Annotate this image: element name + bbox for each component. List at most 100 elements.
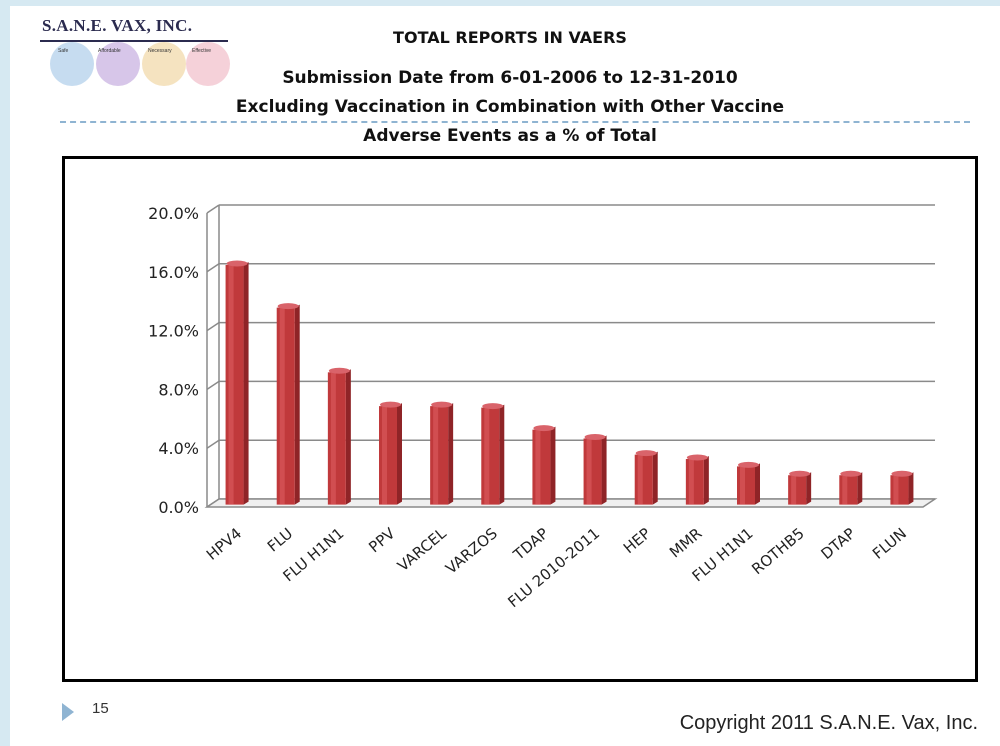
bar-top — [226, 260, 248, 267]
y-tick-label: 16.0% — [148, 263, 199, 282]
bar — [532, 425, 556, 505]
bar-front — [379, 406, 397, 505]
bar-front — [839, 475, 858, 505]
bar-highlight — [688, 459, 694, 505]
bar-highlight — [535, 429, 541, 505]
bar-top — [738, 461, 759, 468]
bar-top — [584, 433, 606, 440]
gridline-depth — [206, 380, 220, 391]
y-tick-label: 8.0% — [158, 380, 199, 399]
bar-highlight — [484, 407, 490, 505]
chart-title: TOTAL REPORTS IN VAERS — [393, 28, 627, 47]
bar-side — [857, 472, 863, 505]
bar-top — [891, 470, 913, 477]
bar-side — [755, 463, 760, 505]
bar — [225, 260, 249, 505]
x-tick-label: HEP — [620, 524, 654, 557]
y-tick-label: 4.0% — [158, 439, 199, 458]
bar — [685, 454, 709, 505]
x-tick-label: HPV4 — [203, 524, 245, 564]
bar-side — [397, 403, 402, 505]
logo: S.A.N.E. VAX, INC. Safe Affordable Neces… — [36, 16, 236, 86]
bar — [430, 401, 454, 505]
bar-front — [685, 459, 704, 505]
bar-front — [583, 438, 602, 505]
bar-side — [345, 369, 351, 505]
bar-side — [601, 435, 607, 505]
x-tick-label: MMR — [666, 524, 705, 561]
logo-word-affordable: Affordable — [98, 48, 121, 54]
bar-side — [294, 304, 300, 505]
bar-top — [277, 303, 299, 310]
bar-highlight — [382, 406, 387, 505]
dashed-divider — [60, 121, 970, 123]
bar-front — [788, 475, 807, 505]
chart-floor — [204, 498, 938, 508]
y-tick-label: 12.0% — [148, 322, 199, 341]
bar-top — [482, 403, 504, 410]
bar — [583, 433, 607, 505]
x-tick-label: VARZOS — [442, 524, 501, 577]
bar — [890, 470, 914, 505]
x-tick-label: TDAP — [509, 524, 552, 564]
bar-top — [635, 450, 657, 457]
gridline-depth — [206, 204, 220, 214]
bar — [839, 470, 863, 505]
bar-front — [481, 407, 500, 505]
bar-front — [430, 406, 449, 505]
bar — [327, 367, 351, 505]
bar-highlight — [228, 264, 234, 505]
bar-highlight — [893, 475, 899, 505]
bar-top — [380, 401, 401, 408]
bar — [788, 470, 812, 505]
logo-word-safe: Safe — [58, 48, 69, 54]
chart-frame: 0.0% 4.0% 8.0% 12.0% 16.0% 20.0% HPV4 FLU FLU H1… — [62, 156, 978, 682]
bar-top — [431, 401, 453, 408]
bar-front — [532, 429, 551, 505]
bar-front — [737, 466, 755, 505]
bar-highlight — [433, 406, 439, 505]
play-arrow-icon — [62, 703, 74, 721]
bar-highlight — [791, 475, 797, 505]
bar-top — [840, 470, 862, 477]
logo-circles-icon — [50, 42, 230, 86]
gridline-depth — [206, 263, 220, 273]
bar-side — [448, 403, 454, 505]
bar-highlight — [637, 454, 643, 505]
page-number: 15 — [92, 700, 109, 717]
bar-highlight — [842, 475, 848, 505]
gridline-depth — [206, 321, 220, 332]
bar-side — [243, 261, 249, 505]
bar-front — [225, 264, 244, 505]
x-tick-label: FLUN — [869, 524, 910, 562]
bar-side — [806, 472, 812, 505]
copyright-text: Copyright 2011 S.A.N.E. Vax, Inc. — [679, 712, 978, 734]
gridline-depth — [206, 439, 220, 449]
x-tick-label: FLU — [264, 524, 296, 555]
logo-rule — [40, 40, 228, 42]
bar-top — [533, 425, 555, 432]
bar-side — [908, 472, 914, 505]
bar-side — [703, 456, 709, 505]
x-tick-label: DTAP — [818, 524, 859, 563]
x-tick-label: PPV — [365, 524, 399, 556]
bar-front — [634, 454, 653, 505]
bar — [737, 461, 760, 505]
bar-front — [276, 307, 295, 505]
bar-top — [686, 454, 708, 461]
bar-top — [328, 367, 350, 374]
slide: S.A.N.E. VAX, INC. Safe Affordable Neces… — [10, 6, 1000, 746]
bar — [481, 403, 505, 505]
chart-subtitle-exclusion: Excluding Vaccination in Combination wit… — [235, 97, 785, 117]
x-tick-label: FLU 2010-2011 — [504, 524, 603, 611]
logo-word-effective: Effective — [192, 48, 212, 54]
bar-side — [499, 404, 505, 505]
bar-side — [550, 426, 556, 505]
chart-subtitle-metric: Adverse Events as a % of Total — [363, 126, 657, 146]
x-tick-label: VARCEL — [394, 524, 450, 575]
y-tick-label: 0.0% — [158, 498, 199, 517]
bar-top — [789, 470, 811, 477]
logo-title: S.A.N.E. VAX, INC. — [42, 16, 193, 35]
bar — [276, 303, 300, 505]
